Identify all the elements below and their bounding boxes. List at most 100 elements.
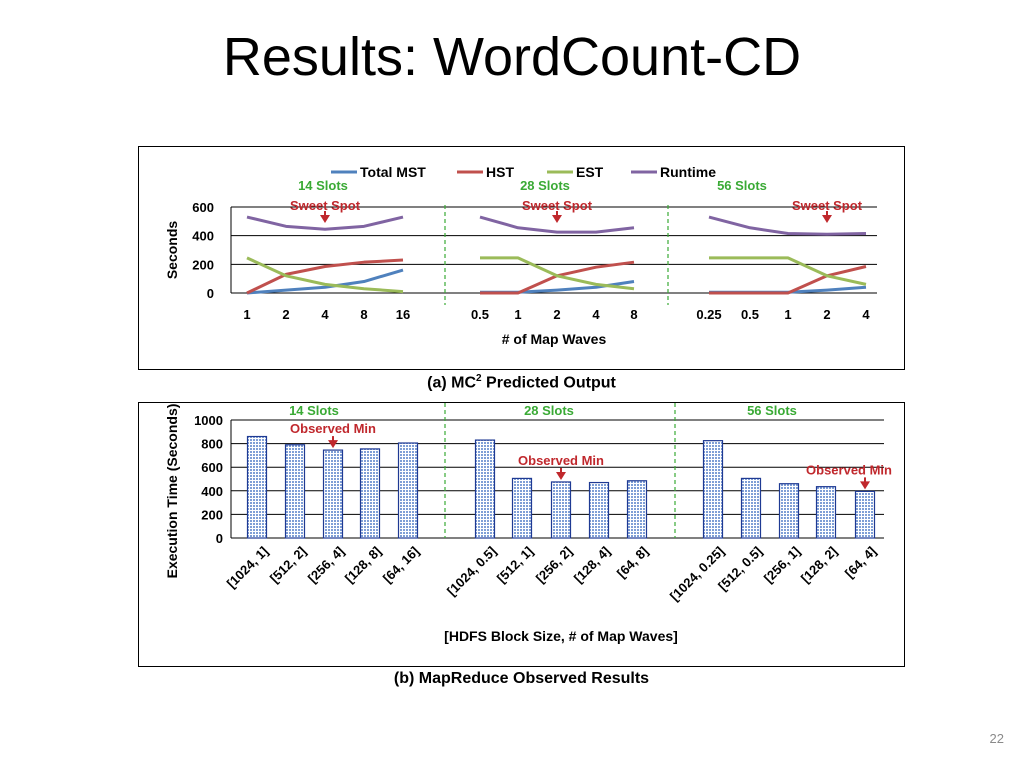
y-tick-label-b: 400	[201, 484, 223, 499]
series-line-est-g2	[709, 256, 867, 286]
sweet-spot-label: Sweet Spot	[522, 198, 593, 213]
bar-g2-0	[702, 440, 724, 539]
y-axis-title-b: Execution Time (Seconds)	[164, 404, 180, 579]
x-tick-label-a: 4	[321, 307, 329, 322]
bar-g0-3	[359, 448, 381, 539]
y-tick-label-a: 0	[207, 286, 214, 301]
x-tick-label-b: [256, 4]	[305, 544, 347, 586]
slots-label-a: 28 Slots	[520, 178, 570, 193]
y-tick-label-b: 1000	[194, 413, 223, 428]
sweet-spot-arrow-head	[552, 215, 562, 223]
x-tick-label-b: [64, 16]	[380, 544, 422, 586]
y-axis-title-a: Seconds	[164, 221, 180, 280]
observed-results-caption: (b) MapReduce Observed Results	[393, 670, 650, 687]
slots-label-a: 14 Slots	[298, 178, 348, 193]
x-tick-label-a: 1	[243, 307, 250, 322]
sweet-spot-label: Sweet Spot	[290, 198, 361, 213]
y-tick-label-b: 800	[201, 437, 223, 452]
x-tick-label-b: [1024, 1]	[224, 544, 271, 591]
predicted-output-chart: 0 200 400 600 Seconds # of Map Waves Total MST…	[164, 164, 877, 347]
bar-g1-1	[511, 477, 533, 539]
x-tick-label-a: 0.5	[471, 307, 489, 322]
observed-min-arrow-head	[860, 481, 870, 490]
series-line-runtime-g2	[708, 215, 867, 236]
series-line-hst-g1	[480, 260, 635, 295]
x-tick-label-b: [64, 8]	[614, 544, 651, 581]
bar-g0-1	[284, 444, 306, 539]
series-line-runtime-g0	[246, 215, 404, 231]
predicted-output-chart-panel: 0 200 400 600 Seconds # of Map Waves Total MST…	[138, 146, 905, 370]
series-line-hst-g2	[709, 265, 867, 295]
bar-g0-4	[397, 442, 419, 539]
y-tick-label-a: 600	[192, 200, 214, 215]
x-tick-label-b: [512, 2]	[267, 544, 309, 586]
bar-g2-3	[815, 486, 837, 539]
series-line-runtime-g1	[479, 215, 635, 234]
x-tick-label-a: 2	[553, 307, 560, 322]
x-tick-label-b: [128, 2]	[798, 544, 840, 586]
x-tick-label-a: 1	[514, 307, 521, 322]
legend-label-0: Total MST	[360, 164, 426, 180]
slots-label-b: 14 Slots	[289, 403, 339, 418]
x-tick-label-b: [1024, 0.25]	[667, 544, 727, 604]
series-line-total-mst-g0	[246, 268, 404, 295]
x-tick-label-a: 4	[862, 307, 870, 322]
bar-g1-3	[588, 481, 610, 539]
observed-min-arrow-head	[328, 440, 338, 449]
y-tick-label-a: 200	[192, 257, 214, 272]
x-tick-label-a: 0.25	[696, 307, 721, 322]
series-line-est-g0	[246, 256, 404, 294]
bar-g1-0	[474, 439, 496, 539]
bar-g1-4	[626, 480, 648, 539]
x-tick-label-b: [512, 1]	[494, 544, 536, 586]
x-tick-label-b: [256, 1]	[761, 544, 803, 586]
x-tick-label-a: 8	[360, 307, 367, 322]
x-tick-label-b: [128, 8]	[342, 544, 384, 586]
y-tick-label-b: 600	[201, 460, 223, 475]
sweet-spot-arrow-head	[320, 215, 330, 223]
slots-label-a: 56 Slots	[717, 178, 767, 193]
x-tick-label-b: [1024, 0.5]	[444, 544, 499, 599]
observed-min-label: Observed Min	[290, 421, 376, 436]
observed-results-chart: 0 200 400 600 800 1000 Execution Time (Seconds…	[164, 403, 892, 644]
bar-g2-2	[778, 483, 800, 539]
observed-min-arrow-head	[556, 471, 566, 480]
slots-label-b: 56 Slots	[747, 403, 797, 418]
x-tick-label-a: 2	[823, 307, 830, 322]
x-tick-label-b: [256, 2]	[533, 544, 575, 586]
x-tick-label-a: 1	[784, 307, 791, 322]
bar-g0-2	[322, 449, 344, 539]
slots-label-b: 28 Slots	[524, 403, 574, 418]
bar-g0-0	[246, 435, 268, 539]
x-tick-label-b: [64, 4]	[842, 544, 879, 581]
caption-a-suffix: Predicted Output	[481, 374, 616, 392]
legend-label-2: EST	[576, 164, 604, 180]
x-tick-label-a: 4	[592, 307, 600, 322]
y-tick-label-b: 0	[216, 531, 223, 546]
slide-title: Results: WordCount-CD	[222, 27, 802, 87]
caption-a-prefix: (a) MC	[427, 374, 477, 392]
series-line-hst-g0	[246, 258, 404, 295]
predicted-output-caption: (a) MC2 Predicted Output	[138, 373, 905, 392]
legend-label-1: HST	[486, 164, 514, 180]
x-tick-label-a: 8	[630, 307, 637, 322]
series-line-est-g1	[480, 256, 635, 291]
sweet-spot-arrow-head	[822, 215, 832, 223]
observed-min-label: Observed Min	[806, 462, 892, 477]
page-number: 22	[989, 731, 1004, 746]
observed-results-chart-panel: 0 200 400 600 800 1000 Execution Time (Seconds…	[138, 402, 905, 667]
sweet-spot-label: Sweet Spot	[792, 198, 863, 213]
caption-a-superscript: 2	[476, 373, 482, 384]
x-axis-title-b: [HDFS Block Size, # of Map Waves]	[444, 628, 678, 644]
legend-label-3: Runtime	[660, 164, 716, 180]
bar-g1-2	[550, 481, 572, 539]
x-tick-label-b: [128, 4]	[571, 544, 613, 586]
y-tick-label-b: 200	[201, 507, 223, 522]
x-axis-title-a: # of Map Waves	[502, 331, 607, 347]
y-tick-label-a: 400	[192, 229, 214, 244]
observed-min-label: Observed Min	[518, 453, 604, 468]
x-tick-label-a: 2	[282, 307, 289, 322]
x-tick-label-a: 0.5	[741, 307, 759, 322]
bar-g2-1	[740, 477, 762, 539]
x-tick-label-a: 16	[396, 307, 410, 322]
